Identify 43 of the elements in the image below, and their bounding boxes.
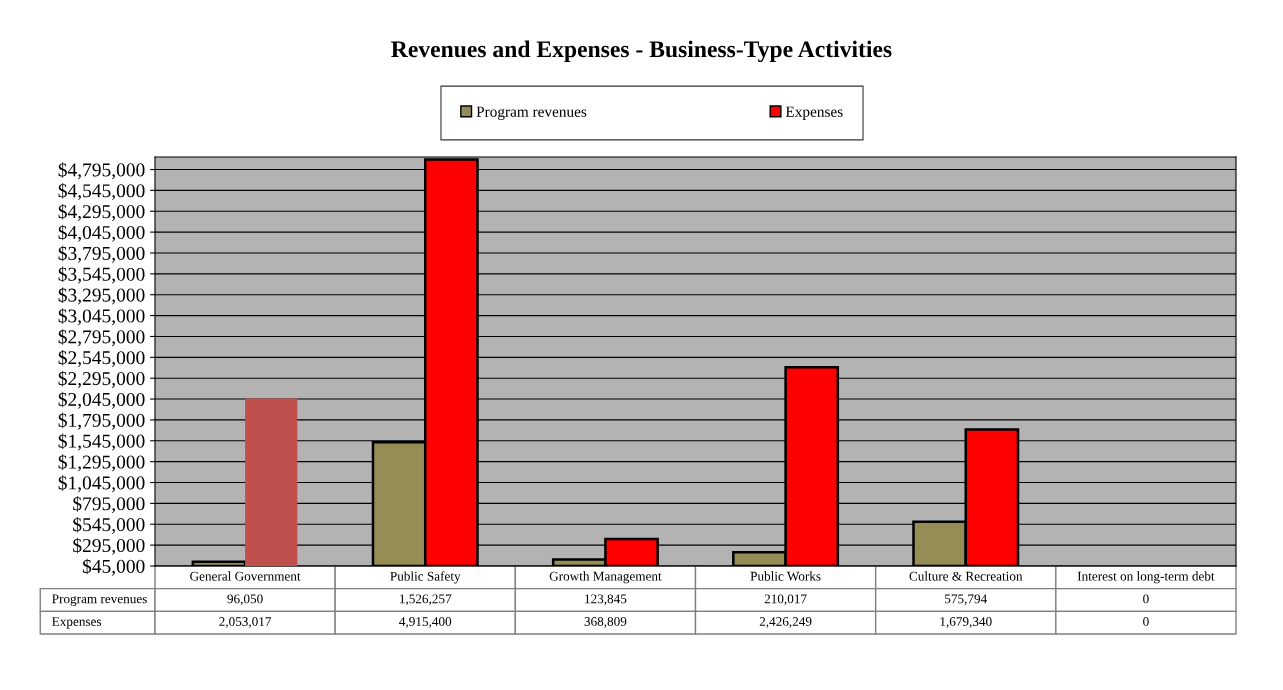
y-tick-label: $2,045,000 — [58, 391, 145, 409]
legend-label: Expenses — [785, 106, 843, 120]
x-tick-label: Public Works — [750, 571, 821, 581]
text: 0 — [1143, 594, 1149, 604]
data-label: 210,017 — [764, 594, 807, 606]
text: Program revenues — [52, 594, 147, 606]
y-tick-label: $2,795,000 — [58, 329, 145, 347]
data-label: 96,050 — [227, 594, 263, 606]
x-tick-label: Growth Management — [549, 571, 662, 584]
y-tick-label: $1,795,000 — [58, 412, 145, 430]
x-tick-label: Public Safety — [390, 571, 461, 584]
x-tick-label: General Government — [190, 571, 301, 581]
y-tick-label: $3,545,000 — [58, 266, 145, 284]
x-tick-label: Culture & Recreation — [909, 571, 1023, 581]
data-label: 575,794 — [945, 594, 987, 606]
y-tick-label: $1,045,000 — [58, 475, 145, 493]
x-tick-label: Interest on long-term debt — [1077, 571, 1215, 584]
data-label: 2,426,249 — [759, 617, 812, 628]
y-tick-label: $2,545,000 — [58, 349, 145, 368]
text: 0 — [1143, 617, 1149, 626]
y-tick-label: $4,295,000 — [58, 203, 145, 221]
data-label: 1,526,257 — [400, 594, 452, 606]
chart-title: Revenues and Expenses - Business-Type Activities — [391, 40, 892, 63]
y-tick-label: $2,295,000 — [58, 370, 145, 388]
y-tick-label: $545,000 — [73, 516, 145, 534]
y-tick-label: $3,295,000 — [58, 287, 145, 305]
y-tick-label: $1,295,000 — [58, 454, 145, 472]
data-label: 123,845 — [585, 594, 627, 606]
y-tick-label: $3,795,000 — [58, 245, 145, 263]
y-tick-label: $4,545,000 — [58, 183, 145, 201]
y-tick-label: $45,000 — [82, 558, 145, 576]
data-label: 1,679,340 — [940, 617, 992, 628]
text: Expenses — [52, 617, 102, 629]
data-label: 2,053,017 — [219, 617, 272, 628]
data-label: 4,915,400 — [399, 617, 452, 628]
y-tick-label: $1,545,000 — [58, 433, 145, 451]
y-tick-label: $295,000 — [73, 537, 145, 555]
y-tick-label: $4,795,000 — [58, 162, 145, 180]
data-label: 368,809 — [584, 617, 627, 628]
y-tick-label: $795,000 — [73, 496, 145, 514]
y-tick-label: $3,045,000 — [58, 308, 145, 326]
y-tick-label: $4,045,000 — [58, 224, 145, 242]
legend-label: Program revenues — [476, 106, 587, 120]
